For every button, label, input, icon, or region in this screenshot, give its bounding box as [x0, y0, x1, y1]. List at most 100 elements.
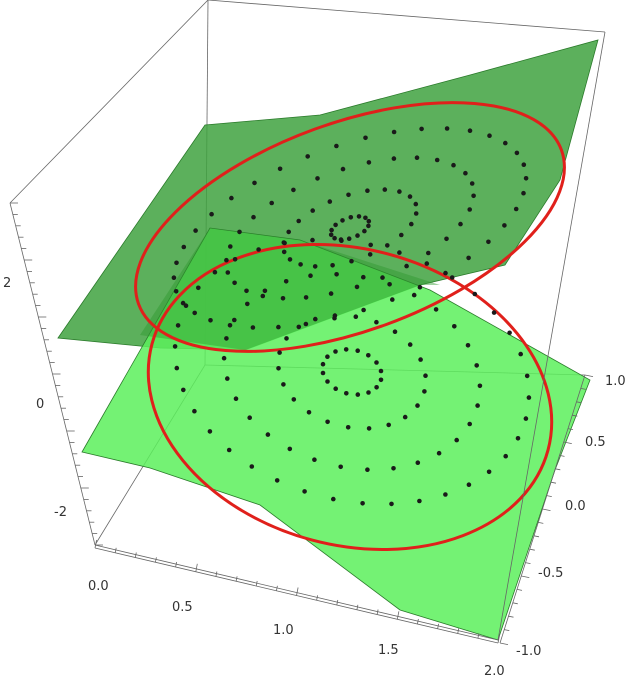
data-point	[349, 258, 354, 264]
data-point	[507, 330, 512, 336]
data-point	[486, 239, 491, 245]
data-point	[418, 357, 423, 362]
data-point	[306, 410, 312, 415]
data-point	[331, 496, 336, 502]
data-point	[315, 176, 320, 181]
data-point	[361, 274, 366, 280]
data-point	[467, 207, 473, 212]
data-point	[413, 211, 419, 216]
tick-mark	[175, 561, 177, 568]
data-point	[524, 373, 530, 379]
data-point	[282, 240, 287, 246]
data-point	[465, 343, 471, 348]
tick-mark	[521, 575, 530, 578]
tick-mark	[477, 633, 480, 639]
data-point	[312, 457, 317, 463]
data-point	[252, 180, 257, 186]
data-point	[221, 355, 227, 361]
tick-mark	[195, 563, 198, 572]
tick-mark	[546, 495, 552, 497]
data-point	[423, 373, 428, 379]
data-point	[327, 199, 333, 204]
data-point	[443, 270, 448, 276]
data-point	[466, 482, 472, 488]
data-point	[333, 349, 338, 354]
data-point	[250, 325, 256, 330]
data-point	[382, 187, 388, 192]
data-point	[475, 403, 480, 408]
data-point	[346, 192, 351, 198]
data-point	[502, 223, 507, 228]
data-point	[392, 329, 398, 335]
data-point	[444, 236, 449, 242]
data-point	[229, 195, 234, 201]
y-tick-marks	[499, 374, 594, 645]
data-point	[378, 368, 384, 374]
data-point	[303, 321, 309, 327]
data-point	[443, 492, 448, 497]
data-point	[244, 288, 249, 294]
data-point	[355, 233, 360, 238]
data-point	[407, 194, 413, 199]
tick-mark	[114, 547, 117, 553]
data-point	[338, 464, 344, 470]
data-point	[387, 282, 392, 287]
data-point	[513, 206, 519, 212]
data-point	[419, 126, 424, 132]
data-point	[313, 316, 318, 322]
data-point	[368, 242, 374, 248]
tick-mark	[417, 618, 419, 625]
box-edge	[207, 0, 606, 33]
data-point	[474, 363, 480, 368]
data-point	[298, 262, 303, 267]
data-point	[355, 348, 361, 354]
data-point	[469, 181, 475, 186]
data-point	[365, 188, 370, 193]
lower-circle	[146, 243, 554, 551]
tick-mark	[572, 414, 578, 417]
data-point	[411, 292, 417, 298]
data-point	[374, 385, 379, 390]
data-point	[409, 221, 414, 227]
data-point	[303, 295, 309, 300]
data-point	[397, 250, 402, 255]
data-point	[340, 166, 346, 172]
tick-mark	[559, 455, 565, 457]
upper-surface-overlap	[140, 228, 440, 350]
data-point	[521, 190, 526, 196]
data-point	[385, 243, 390, 248]
data-point	[325, 419, 330, 425]
x-tick-label: 0.0	[88, 579, 109, 594]
data-point	[389, 501, 394, 507]
data-point	[521, 162, 527, 167]
data-point	[523, 176, 529, 181]
tick-mark	[255, 580, 258, 587]
data-point	[296, 324, 302, 330]
data-point	[466, 255, 471, 261]
data-point	[328, 291, 334, 296]
data-point	[399, 232, 404, 238]
x-tick-label: 2.0	[484, 664, 505, 679]
data-point	[232, 257, 238, 262]
tick-mark	[525, 562, 531, 564]
data-point	[260, 293, 266, 299]
data-point	[224, 257, 229, 263]
data-point	[181, 244, 187, 250]
tick-mark	[497, 634, 500, 644]
data-point	[518, 351, 523, 357]
data-point	[449, 275, 455, 280]
tick-mark	[567, 428, 574, 430]
data-point	[320, 370, 326, 376]
data-point	[225, 270, 231, 275]
data-point	[366, 223, 371, 229]
data-point	[281, 382, 286, 387]
data-point	[378, 377, 384, 383]
data-point	[192, 408, 197, 414]
tick-mark	[437, 623, 439, 629]
data-point	[454, 437, 460, 443]
box-edge	[497, 31, 606, 641]
tick-mark	[550, 481, 557, 484]
data-point	[225, 376, 230, 381]
data-point	[310, 208, 316, 213]
